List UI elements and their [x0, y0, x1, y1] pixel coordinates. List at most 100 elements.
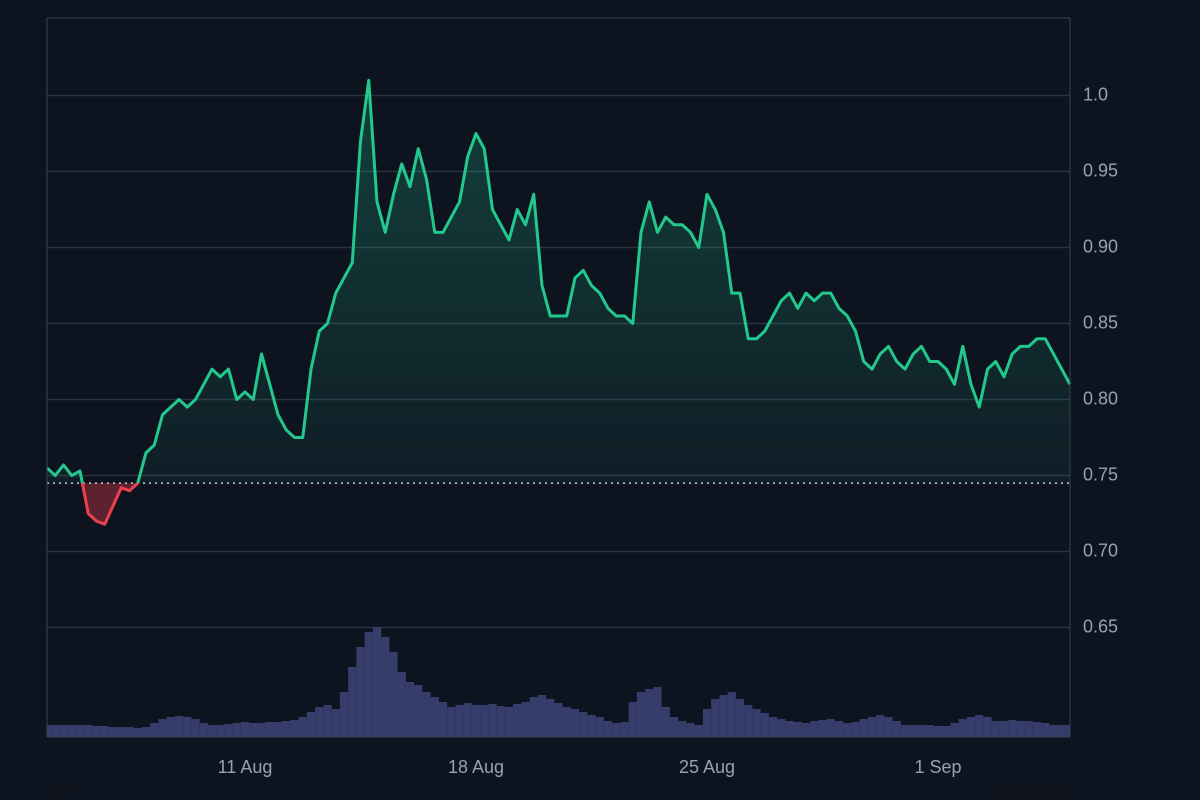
y-tick-label: 0.85 — [1083, 312, 1118, 332]
volume-bar — [711, 699, 720, 737]
volume-bar — [521, 702, 530, 737]
volume-bar — [447, 707, 456, 737]
volume-bar — [975, 715, 984, 737]
volume-bar — [1065, 725, 1070, 737]
volume-bar — [59, 725, 68, 737]
volume-bar — [603, 721, 613, 737]
volume-bar — [727, 692, 736, 737]
volume-bar — [744, 705, 753, 737]
y-tick-label: 1.0 — [1083, 84, 1108, 104]
volume-bar — [909, 725, 918, 737]
price-line — [45, 78, 1072, 526]
volume-bar — [1032, 722, 1042, 737]
volume-bar — [331, 709, 340, 737]
volume-bars — [47, 627, 1070, 737]
volume-bar — [892, 721, 901, 737]
volume-bar — [348, 667, 357, 737]
volume-bar — [950, 723, 959, 737]
volume-bar — [513, 704, 522, 737]
volume-bar — [249, 723, 258, 737]
volume-bar — [166, 717, 175, 737]
volume-bar — [1049, 725, 1058, 737]
footer-left: 27 — [48, 782, 68, 800]
volume-bar — [265, 722, 274, 737]
y-tick-label: 0.65 — [1083, 616, 1118, 636]
volume-bar — [47, 725, 52, 737]
volume-bar — [876, 715, 885, 737]
volume-bar — [422, 692, 431, 737]
volume-bar — [1024, 721, 1033, 737]
volume-bar — [405, 682, 415, 737]
volume-bar — [612, 723, 621, 737]
volume-bar — [694, 725, 703, 737]
volume-bar — [579, 712, 588, 737]
volume-bar — [925, 725, 934, 737]
volume-bar — [430, 697, 439, 737]
volume-bar — [702, 709, 712, 737]
volume-bar — [240, 722, 250, 737]
volume-bar — [273, 722, 283, 737]
volume-bar — [257, 723, 266, 737]
volume-bar — [1008, 720, 1017, 737]
x-tick-label: 1 Sep — [914, 757, 961, 777]
volume-bar — [496, 706, 505, 737]
volume-bar — [645, 689, 654, 737]
volume-bar — [356, 647, 365, 737]
volume-bar — [389, 652, 398, 737]
volume-bar — [306, 712, 316, 737]
volume-bar — [546, 699, 555, 737]
volume-bar — [67, 725, 76, 737]
y-tick-label: 0.95 — [1083, 160, 1118, 180]
volume-bar — [826, 719, 835, 737]
volume-bar — [397, 672, 406, 737]
volume-bar — [92, 726, 101, 737]
volume-bar — [381, 637, 390, 737]
volume-bar — [438, 702, 448, 737]
volume-bar — [818, 720, 827, 737]
volume-bar — [232, 723, 241, 737]
volume-bar — [315, 707, 324, 737]
x-tick-label: 18 Aug — [448, 757, 504, 777]
volume-bar — [108, 727, 118, 737]
volume-bar — [51, 725, 60, 737]
volume-bar — [463, 703, 472, 737]
plot: 1.0 0.95 0.90 0.85 0.80 0.75 0.70 0.65 11 Aug 18 … — [45, 78, 1118, 777]
volume-bar — [810, 721, 819, 737]
volume-bar — [174, 716, 184, 737]
volume-bar — [966, 717, 976, 737]
volume-bar — [752, 709, 761, 737]
volume-bar — [661, 707, 670, 737]
volume-bar — [620, 722, 629, 737]
volume-bar — [191, 719, 200, 737]
volume-bar — [801, 723, 811, 737]
volume-bar — [686, 723, 695, 737]
volume-bar — [488, 704, 497, 737]
volume-bar — [554, 703, 563, 737]
volume-bar — [991, 721, 1000, 737]
volume-bar — [199, 723, 208, 737]
x-tick-label: 25 Aug — [679, 757, 735, 777]
volume-bar — [504, 707, 514, 737]
volume-bar — [983, 717, 992, 737]
volume-bar — [133, 728, 142, 737]
volume-bar — [942, 726, 951, 737]
volume-bar — [323, 705, 332, 737]
volume-bar — [537, 695, 547, 737]
footer-right[interactable]: Analyze — [1000, 782, 1064, 800]
y-tick-label: 0.75 — [1083, 464, 1118, 484]
volume-bar — [282, 721, 291, 737]
volume-bar — [529, 697, 538, 737]
price-area — [47, 80, 1070, 525]
volume-bar — [298, 717, 307, 737]
volume-bar — [999, 721, 1009, 737]
volume-bar — [1041, 723, 1050, 737]
volume-bar — [678, 721, 687, 737]
volume-bar — [851, 722, 860, 737]
volume-bar — [777, 719, 786, 737]
volume-bar — [125, 727, 134, 737]
y-tick-label: 0.80 — [1083, 388, 1118, 408]
volume-bar — [735, 699, 745, 737]
volume-bar — [216, 725, 225, 737]
